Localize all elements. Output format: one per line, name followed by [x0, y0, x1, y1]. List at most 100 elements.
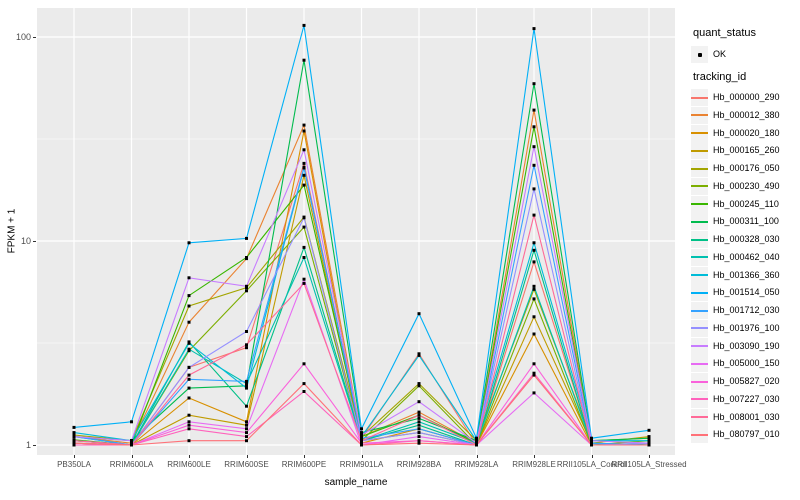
- data-point: [302, 183, 306, 187]
- data-point: [245, 382, 248, 386]
- legend-label: Hb_000328_030: [713, 234, 780, 244]
- line-swatch-icon: [691, 362, 708, 365]
- x-tick-label: RRII105LA_Control: [556, 460, 627, 469]
- data-point: [360, 443, 363, 447]
- legend: quant_status OK tracking_id Hb_000000_29…: [691, 0, 799, 500]
- chart-canvas: [37, 8, 675, 455]
- legend-label: Hb_000176_050: [713, 163, 780, 173]
- legend-key: [691, 390, 708, 408]
- data-point: [302, 165, 306, 169]
- legend-label-ok: OK: [713, 49, 727, 59]
- data-point: [360, 431, 363, 435]
- data-point: [417, 435, 421, 439]
- data-point: [187, 320, 191, 324]
- legend-label: Hb_007227_030: [713, 393, 780, 404]
- data-point: [187, 427, 191, 431]
- point-icon: [697, 52, 702, 57]
- data-point: [302, 129, 306, 133]
- line-swatch-icon: [691, 185, 708, 188]
- legend-key: [691, 177, 708, 195]
- legend-title-quant-status: quant_status: [693, 27, 756, 39]
- data-point: [417, 410, 421, 414]
- data-point: [417, 312, 421, 316]
- data-point: [72, 441, 76, 445]
- legend-key: [691, 160, 708, 177]
- line-swatch-icon: [691, 345, 708, 347]
- data-point: [417, 413, 421, 417]
- data-point: [187, 413, 191, 417]
- legend-key-ok: [691, 46, 708, 63]
- legend-label: Hb_001514_050: [713, 287, 780, 298]
- legend-label: Hb_000012_380: [713, 109, 780, 120]
- data-point: [417, 441, 421, 445]
- x-tick-label: RRIM600PE: [281, 460, 327, 469]
- data-point: [187, 377, 191, 381]
- legend-key: [691, 106, 708, 124]
- x-tick-mark: [419, 455, 420, 458]
- data-point: [187, 439, 191, 443]
- legend-key: [691, 195, 708, 213]
- legend-key: [691, 302, 708, 319]
- line-swatch-icon: [691, 433, 708, 436]
- y-tick-mark: [33, 241, 36, 242]
- x-tick-label: RRIM600LA: [109, 460, 154, 469]
- legend-label: Hb_001366_360: [713, 269, 780, 280]
- legend-key: [691, 124, 708, 142]
- data-point: [475, 436, 478, 440]
- data-point: [187, 420, 191, 424]
- x-tick-mark: [476, 455, 478, 458]
- data-point: [532, 163, 536, 167]
- data-point: [532, 371, 536, 375]
- data-point: [302, 161, 306, 165]
- data-point: [532, 315, 536, 319]
- data-point: [72, 435, 76, 439]
- data-point: [72, 439, 76, 443]
- line-swatch-icon: [691, 380, 708, 383]
- data-point: [130, 443, 133, 447]
- data-point: [532, 241, 536, 245]
- data-point: [245, 346, 248, 350]
- data-point: [302, 23, 306, 27]
- legend-key: [691, 284, 708, 302]
- data-point: [72, 433, 76, 437]
- legend-label: Hb_001712_030: [713, 305, 780, 315]
- data-point: [72, 425, 76, 429]
- data-point: [417, 423, 421, 427]
- data-point: [475, 439, 478, 443]
- data-point: [532, 284, 536, 288]
- data-point: [532, 297, 536, 301]
- x-tick-mark: [74, 455, 75, 458]
- data-point: [590, 443, 593, 447]
- x-tick-label: RRII105LA_Stressed: [611, 460, 687, 469]
- y-tick-mark: [33, 445, 36, 446]
- legend-label: Hb_003090_190: [713, 340, 780, 351]
- x-tick-label: RRIM600LE: [167, 460, 211, 469]
- y-axis-title: FPKM + 1: [6, 208, 18, 254]
- data-point: [417, 384, 421, 388]
- data-point: [302, 225, 306, 229]
- data-point: [532, 391, 536, 395]
- legend-label: Hb_005827_020: [713, 376, 780, 386]
- data-point: [187, 276, 191, 280]
- data-point: [187, 304, 191, 308]
- line-swatch-icon: [691, 132, 708, 134]
- line-swatch-icon: [691, 327, 708, 330]
- x-tick-label: RRIM901LA: [339, 460, 384, 469]
- data-point: [532, 213, 536, 217]
- legend-label: Hb_000230_490: [713, 180, 780, 191]
- data-point: [187, 241, 191, 245]
- line-swatch-icon: [691, 274, 708, 276]
- data-point: [302, 362, 306, 366]
- data-point: [302, 123, 306, 127]
- data-point: [187, 373, 191, 377]
- data-point: [187, 347, 191, 351]
- legend-label: Hb_000165_260: [713, 145, 780, 156]
- data-point: [245, 330, 248, 333]
- data-point: [302, 148, 306, 152]
- line-swatch-icon: [691, 309, 708, 312]
- legend-key: [691, 408, 708, 426]
- data-point: [417, 427, 421, 431]
- legend-key: [691, 355, 708, 373]
- line-swatch-icon: [691, 256, 708, 259]
